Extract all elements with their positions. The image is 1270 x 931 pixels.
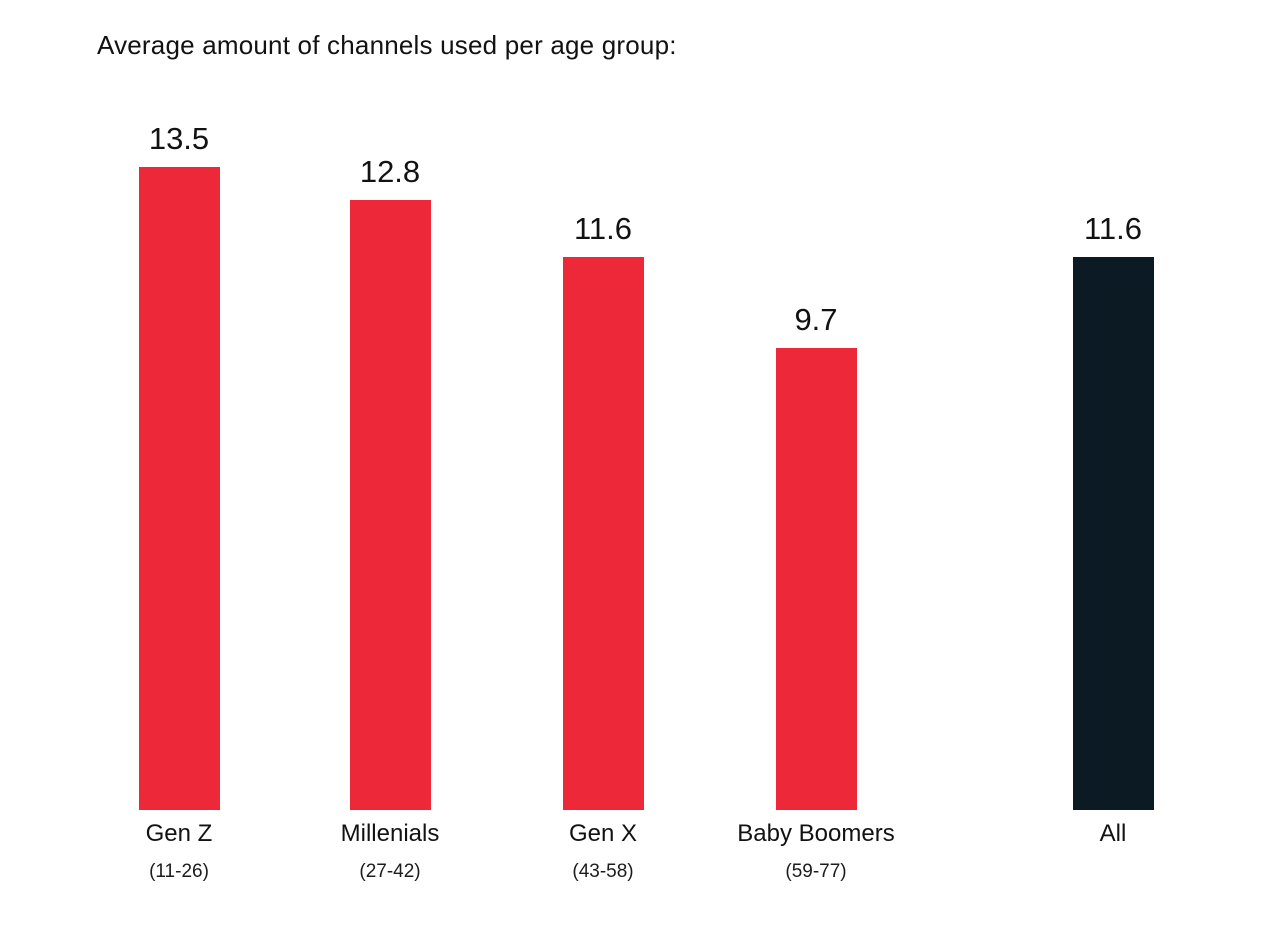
category-label: Millenials [340,820,440,847]
bar-value-label: 13.5 [148,120,210,156]
bar-millenials [349,200,431,810]
chart-title: Average amount of channels used per age … [97,30,677,60]
category-label: Gen Z [145,820,213,847]
bar-group-baby-boomers: 9.7 Baby Boomers (59-77) [737,302,894,882]
bar-gen-x [562,257,644,810]
age-range-label: (11-26) [149,861,209,882]
age-range-label: (59-77) [785,861,847,882]
bar-group-all: 11.6 All [1072,211,1154,847]
category-label: Gen X [568,820,638,847]
age-range-label: (27-42) [359,861,421,882]
bar-group-gen-z: 13.5 Gen Z (11-26) [138,121,220,882]
bar-baby-boomers [775,348,857,810]
category-label: All [1099,820,1127,847]
bar-gen-z [138,167,220,810]
bar-value-label: 12.8 [359,153,421,189]
category-label: Baby Boomers [737,820,895,847]
bar-group-gen-x: 11.6 Gen X (43-58) [562,211,644,882]
bar-value-label: 9.7 [794,301,838,337]
age-range-label: (43-58) [572,861,634,882]
bar-value-label: 11.6 [1083,210,1143,246]
bar-value-label: 11.6 [573,210,633,246]
bar-all [1072,257,1154,810]
bar-group-millenials: 12.8 Millenials (27-42) [341,154,440,882]
